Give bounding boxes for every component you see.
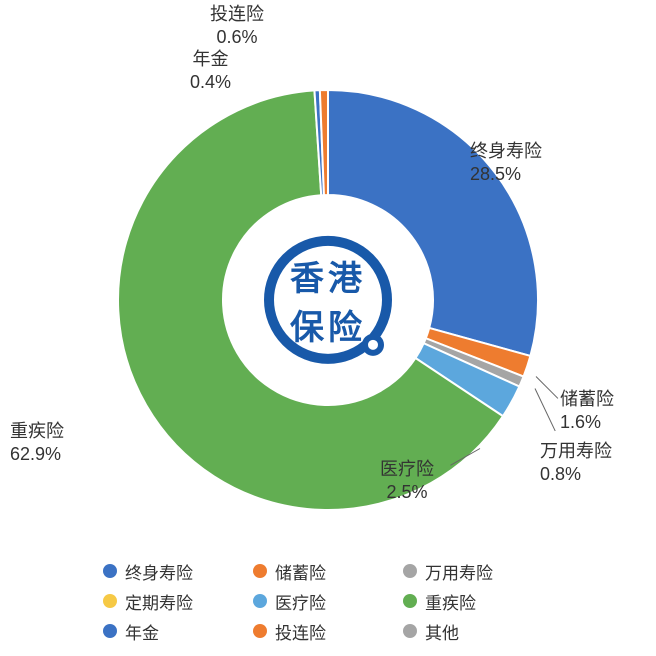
label-ilp: 投连险0.6%	[210, 3, 264, 50]
legend-dot-icon	[103, 564, 117, 578]
logo-text-line1: 香港	[290, 251, 366, 300]
legend-label: 定期寿险	[125, 589, 193, 614]
legend-dot-icon	[103, 624, 117, 638]
legend-label: 储蓄险	[275, 559, 326, 584]
legend-label: 投连险	[275, 619, 326, 644]
legend-label: 重疾险	[425, 589, 476, 614]
legend-item: 医疗险	[253, 589, 403, 614]
logo-dot-icon	[362, 334, 384, 356]
legend-dot-icon	[253, 594, 267, 608]
legend-item: 重疾险	[403, 589, 553, 614]
legend-item: 储蓄险	[253, 559, 403, 584]
legend-label: 万用寿险	[425, 559, 493, 584]
legend-dot-icon	[403, 564, 417, 578]
label-universal: 万用寿险0.8%	[540, 440, 612, 487]
legend-label: 终身寿险	[125, 559, 193, 584]
label-critical: 重疾险62.9%	[10, 420, 64, 467]
legend-dot-icon	[253, 624, 267, 638]
legend-item: 投连险	[253, 619, 403, 644]
chart-container: { "chart": { "type": "donut", "cx": 328,…	[0, 0, 656, 656]
legend-label: 年金	[125, 619, 159, 644]
label-whole_life: 终身寿险28.5%	[470, 140, 542, 187]
legend-dot-icon	[403, 594, 417, 608]
legend-item: 其他	[403, 619, 553, 644]
legend-item: 年金	[103, 619, 253, 644]
logo-ring: 香港 保险	[264, 236, 392, 364]
logo-text-line2: 保险	[290, 300, 366, 349]
label-medical: 医疗险2.5%	[380, 458, 434, 505]
legend: 终身寿险 储蓄险 万用寿险定期寿险 医疗险 重疾险年金 投连险 其他	[0, 556, 656, 646]
legend-label: 其他	[425, 619, 459, 644]
center-logo: 香港 保险	[264, 236, 392, 364]
legend-item: 定期寿险	[103, 589, 253, 614]
label-savings: 储蓄险1.6%	[560, 388, 614, 435]
legend-dot-icon	[403, 624, 417, 638]
legend-label: 医疗险	[275, 589, 326, 614]
legend-dot-icon	[103, 594, 117, 608]
legend-item: 终身寿险	[103, 559, 253, 584]
legend-item: 万用寿险	[403, 559, 553, 584]
legend-dot-icon	[253, 564, 267, 578]
label-annuity: 年金0.4%	[190, 48, 231, 95]
